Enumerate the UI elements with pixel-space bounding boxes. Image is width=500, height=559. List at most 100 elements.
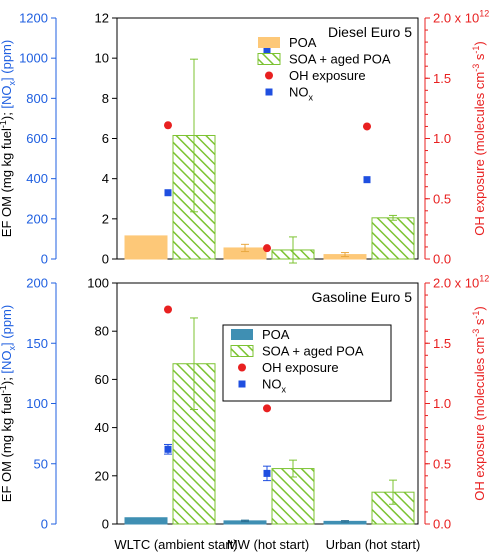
oh-axis-title: OH exposure (molecules cm-3 s-1) (471, 41, 487, 236)
nox-axis-tick-label: 100 (26, 396, 48, 411)
om-axis-title: EF OM (mg kg fuel-1); [NOx] (ppm) (0, 305, 17, 502)
oh-axis-tick-label: 0.0 (433, 252, 451, 267)
poa-bar (124, 235, 168, 260)
legend-label-sub: x (282, 385, 287, 395)
soa-bar (371, 217, 415, 260)
nox-axis-tick-label: 50 (34, 456, 48, 471)
legend-marker-nox (238, 380, 246, 388)
legend-marker-nox (265, 88, 273, 96)
legend-label: NOx (262, 377, 287, 395)
nox-axis-title-sub: x (7, 80, 17, 85)
nox-axis-tick-label: 800 (26, 91, 48, 106)
x-category-labels: WLTC (ambient start)MW (hot start) Urban … (114, 537, 420, 552)
om-axis-title-sup: -1 (0, 385, 8, 393)
oh-axis-tick-label: 0.0 (433, 517, 451, 532)
nox-axis-tick-label: 0 (41, 517, 48, 532)
oh-axis-title-part: s (472, 53, 487, 64)
oh-axis-title: OH exposure (molecules cm-3 s-1) (471, 306, 487, 501)
oh-axis-tick-label: 1.5 (433, 336, 451, 351)
nox-point (263, 469, 271, 477)
legend-label: POA (289, 35, 317, 50)
legend-label-sub: x (309, 93, 314, 103)
oh-axis-title-sup: -1 (471, 311, 481, 319)
om-axis-title-sup: -1 (0, 120, 8, 128)
nox-axis-tick-label: 200 (26, 276, 48, 291)
oh-axis-title-sup: -3 (471, 329, 481, 337)
legend-marker-oh (238, 363, 246, 372)
x-category-label: MW (hot start) (227, 537, 309, 552)
om-axis-tick-label: 2 (102, 211, 109, 226)
oh-axis-tick-label: 1.0 (433, 131, 451, 146)
nox-axis-tick-label: 1200 (19, 11, 48, 26)
x-category-label: Urban (hot start) (326, 537, 421, 552)
oh-exposure-point (164, 305, 172, 314)
om-axis-title: EF OM (mg kg fuel-1); [NOx] (ppm) (0, 40, 17, 237)
soa-bar (271, 468, 315, 525)
oh-exposure-point (263, 244, 271, 253)
nox-axis-tick-label: 150 (26, 336, 48, 351)
om-axis-tick-label: 8 (102, 91, 109, 106)
oh-exposure-point (164, 121, 172, 130)
nox-axis-title-part: ] (ppm) (0, 305, 14, 346)
legend-label: NOx (289, 85, 314, 103)
legend-swatch-soa (230, 345, 254, 357)
legend-marker-oh (265, 71, 273, 80)
oh-axis-tick-label: 2.0 x 1012 (433, 274, 489, 291)
legend-label: POA (262, 327, 290, 342)
panel-title: Diesel Euro 5 (328, 24, 412, 40)
om-axis-tick-label: 20 (95, 468, 109, 483)
legend-label: SOA + aged POA (262, 344, 364, 359)
gasoline-panel: 0 20 40 60 80 100 0 50 100 150 200 0.0 0.5 1.0 1.5 2.0 … (0, 274, 489, 532)
om-axis-title-part: ); (0, 374, 14, 386)
oh-axis-title-part: s (472, 318, 487, 329)
oh-axis-title-part: ) (472, 306, 487, 310)
nox-axis-tick-label: 600 (26, 131, 48, 146)
panel-title: Gasoline Euro 5 (312, 289, 413, 305)
nox-point (164, 189, 172, 197)
poa-bar (124, 517, 168, 525)
legend-label: OH exposure (289, 68, 366, 83)
oh-axis-title-part: ) (472, 41, 487, 45)
om-axis-tick-label: 4 (102, 171, 109, 186)
om-axis-tick-label: 12 (95, 11, 109, 26)
om-axis-tick-label: 100 (87, 276, 109, 291)
om-axis-title-part: EF OM (mg kg fuel (0, 128, 14, 237)
om-axis-tick-label: 6 (102, 131, 109, 146)
diesel-panel: 0 2 4 6 8 10 12 0 200 400 600 800 1000 1200 0.0 0.5 1.0 1… (0, 9, 489, 267)
oh-exposure-point (263, 404, 271, 413)
om-axis-title-part: ); (0, 109, 14, 121)
oh-axis-tick-label: 2.0 x 1012 (433, 9, 489, 26)
oh-axis-exponent: 12 (479, 274, 489, 284)
legend-label: SOA + aged POA (289, 52, 391, 67)
om-axis-tick-label: 60 (95, 372, 109, 387)
x-category-label: WLTC (ambient start) (114, 537, 237, 552)
om-axis-tick-label: 0 (102, 252, 109, 267)
nox-axis-title-sub: x (7, 345, 17, 350)
legend-swatch-poa (231, 329, 253, 340)
soa-bar (172, 363, 216, 525)
nox-axis-tick-label: 1000 (19, 51, 48, 66)
oh-exposure-point (363, 122, 371, 131)
om-axis-title-part: EF OM (mg kg fuel (0, 393, 14, 502)
oh-axis-tick-label: 1.0 (433, 396, 451, 411)
om-axis-tick-label: 0 (102, 517, 109, 532)
legend-swatch-poa (258, 37, 280, 48)
nox-axis-tick-label: 400 (26, 171, 48, 186)
legend-label: OH exposure (262, 360, 339, 375)
nox-point (363, 176, 371, 184)
oh-axis-title-sup: -3 (471, 64, 481, 72)
oh-axis-title-sup: -1 (471, 46, 481, 54)
nox-axis-tick-label: 200 (26, 211, 48, 226)
nox-point (263, 47, 271, 55)
oh-axis-tick-label: 0.5 (433, 456, 451, 471)
nox-axis-tick-label: 0 (41, 252, 48, 267)
oh-axis-title-part: OH exposure (molecules cm (472, 72, 487, 236)
nox-axis-title-part: ] (ppm) (0, 40, 14, 81)
oh-axis-tick-label: 0.5 (433, 191, 451, 206)
nox-point (164, 445, 172, 453)
om-axis-tick-label: 40 (95, 420, 109, 435)
nox-axis-title-part: [NO (0, 85, 14, 108)
om-axis-tick-label: 80 (95, 324, 109, 339)
plot-frame (116, 282, 419, 525)
